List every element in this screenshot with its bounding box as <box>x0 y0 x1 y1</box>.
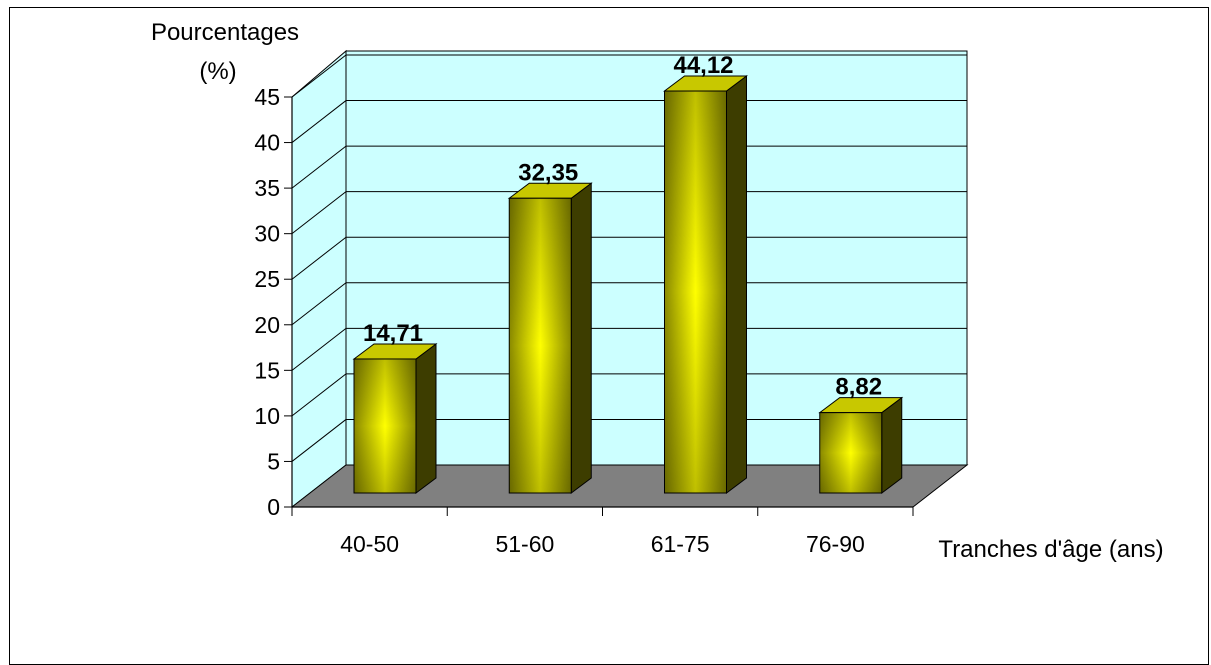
data-label: 32,35 <box>518 159 578 186</box>
x-tick-label: 51-60 <box>495 531 554 557</box>
x-tick-label: 76-90 <box>806 531 865 557</box>
gridlines <box>291 54 967 462</box>
bar <box>507 182 593 494</box>
y-tick-label: 25 <box>254 266 280 292</box>
bar-side <box>415 342 437 494</box>
y-tick-label: 30 <box>254 221 280 247</box>
bar-side <box>881 396 903 494</box>
bar <box>663 75 748 494</box>
bar-shading <box>819 412 882 493</box>
bar-side <box>726 75 747 494</box>
gridline <box>291 145 347 189</box>
x-tick-label: 40-50 <box>340 531 399 557</box>
bar-side <box>570 182 592 494</box>
x-tick-labels: 40-50 51-60 61-75 76-90 <box>340 531 865 557</box>
gridline <box>291 54 347 98</box>
side-wall <box>291 49 347 509</box>
data-label: 14,71 <box>363 320 423 347</box>
y-tick-label: 35 <box>254 175 280 201</box>
gridline <box>291 419 347 462</box>
data-label: 44,12 <box>673 52 733 79</box>
y-tick-label: 20 <box>254 312 280 338</box>
data-labels: 14,71 32,35 44,12 8,82 <box>363 52 882 401</box>
y-tick-label: 45 <box>254 84 280 110</box>
y-tick-label: 0 <box>267 494 280 520</box>
y-tick-label: 40 <box>254 130 280 156</box>
bar-shading <box>354 358 416 493</box>
gridline <box>291 373 347 417</box>
bar-shading <box>664 91 727 494</box>
y-tick-label: 15 <box>254 357 280 383</box>
y-axis-title-line1: Pourcentages <box>151 19 299 46</box>
x-axis-title: Tranches d'âge (ans) <box>938 536 1163 563</box>
bar <box>818 396 904 494</box>
y-tick-label: 10 <box>254 403 280 429</box>
y-tick-label: 5 <box>267 448 280 474</box>
y-axis-title-line2: (%) <box>199 58 236 85</box>
gridline <box>291 236 347 280</box>
axes <box>284 96 914 516</box>
gridline <box>291 327 347 371</box>
bar <box>352 342 438 494</box>
y-tick-labels: 0 5 10 15 20 25 30 35 40 45 <box>254 84 280 520</box>
gridline <box>291 282 347 326</box>
gridline <box>291 100 347 143</box>
bars <box>352 75 904 494</box>
bar-shading <box>509 198 572 493</box>
x-tick-label: 61-75 <box>651 531 710 557</box>
data-label: 8,82 <box>835 374 882 401</box>
gridline <box>291 191 347 235</box>
